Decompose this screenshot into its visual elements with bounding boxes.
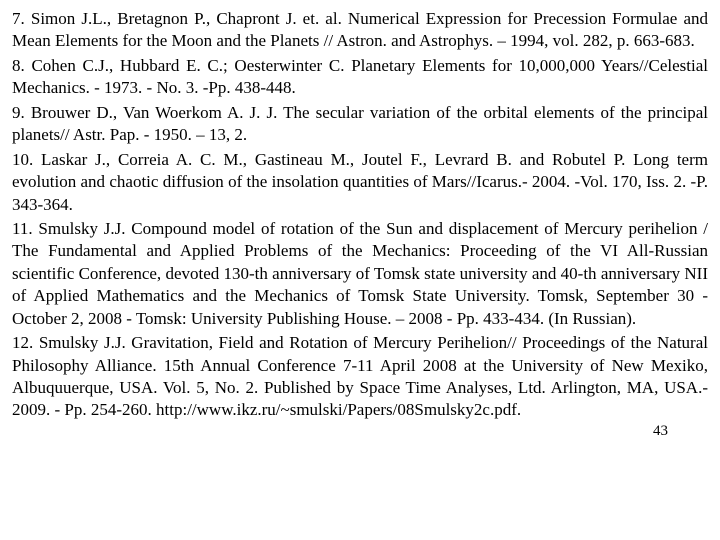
reference-12: 12. Smulsky J.J. Gravitation, Field and … xyxy=(12,332,708,422)
reference-10: 10. Laskar J., Correia A. C. M., Gastine… xyxy=(12,149,708,216)
page-number: 43 xyxy=(12,422,708,442)
reference-11: 11. Smulsky J.J. Compound model of rotat… xyxy=(12,218,708,330)
reference-7: 7. Simon J.L., Bretagnon P., Chapront J.… xyxy=(12,8,708,53)
reference-8: 8. Cohen C.J., Hubbard E. C.; Oesterwint… xyxy=(12,55,708,100)
reference-9: 9. Brouwer D., Van Woerkom A. J. J. The … xyxy=(12,102,708,147)
references-page: 7. Simon J.L., Bretagnon P., Chapront J.… xyxy=(0,0,720,450)
